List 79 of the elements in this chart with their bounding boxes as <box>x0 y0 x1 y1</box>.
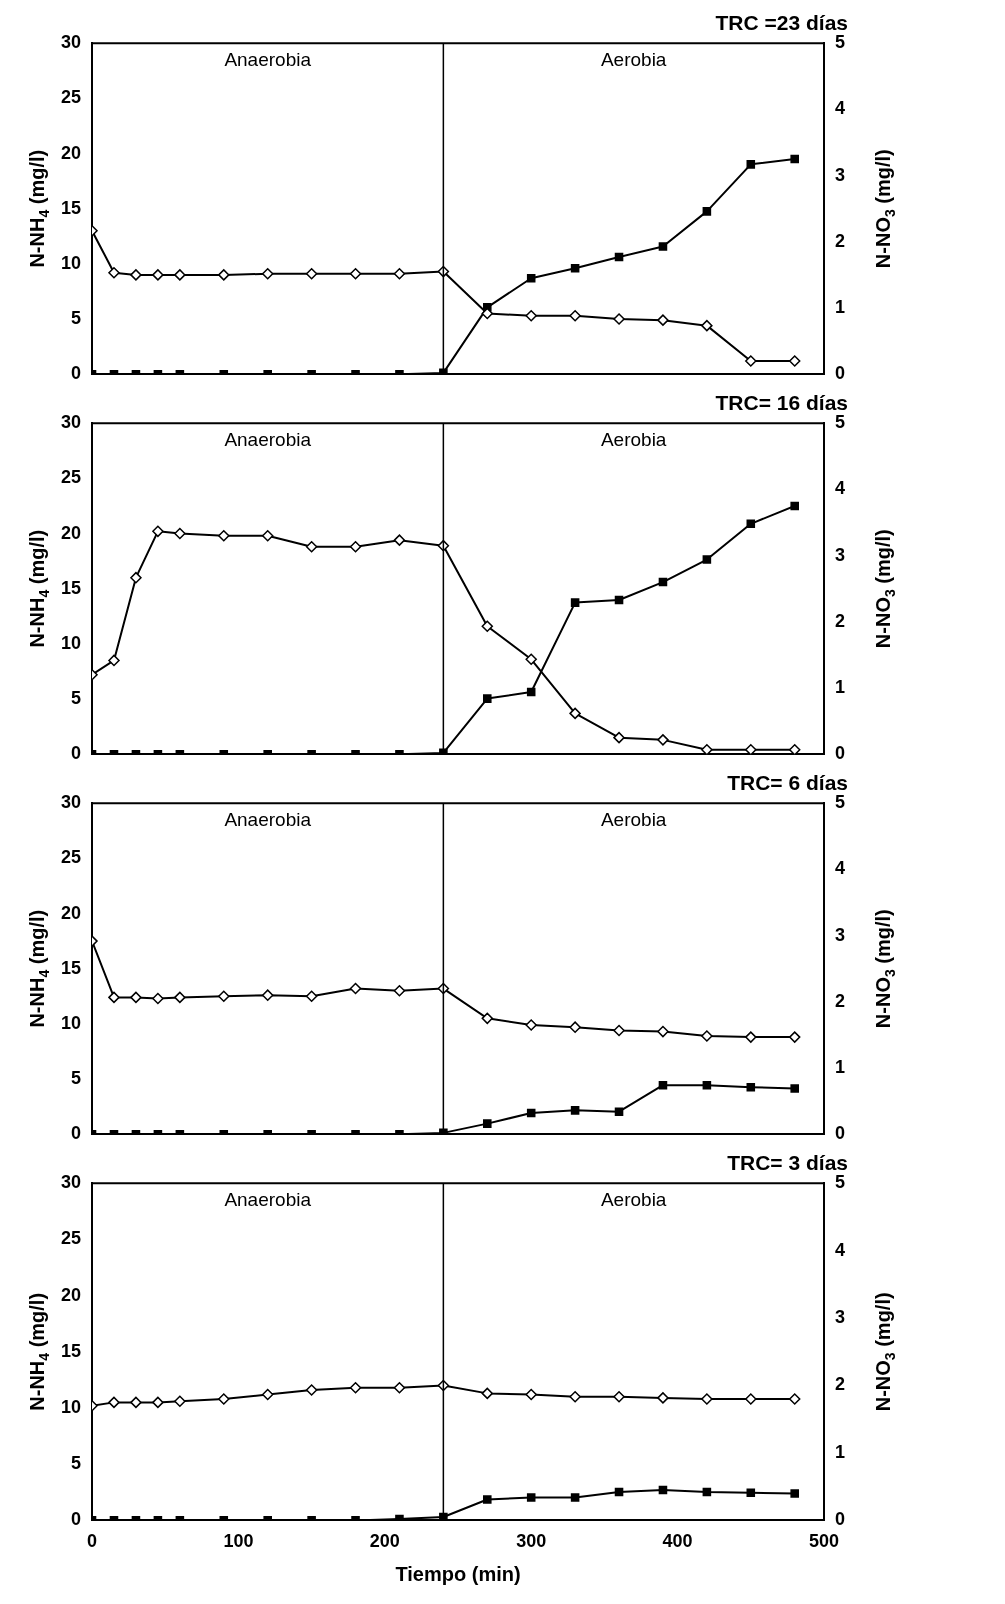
chart-title: TRC= 16 días <box>715 391 848 415</box>
y-tick-label: 20 <box>60 142 82 163</box>
y2-tick-label: 3 <box>834 164 845 185</box>
y2-tick-label: 5 <box>834 412 845 433</box>
y-tick-label: 25 <box>60 1228 82 1249</box>
x-tick-label: 400 <box>662 1531 693 1552</box>
x-tick-label: 300 <box>516 1531 547 1552</box>
y2-tick-label: 0 <box>834 1123 845 1144</box>
y-tick-label: 15 <box>60 197 82 218</box>
y-tick-label: 20 <box>60 902 82 923</box>
annotation: Aerobia <box>600 808 667 830</box>
y2-tick-label: 1 <box>834 1056 845 1077</box>
y-tick-label: 25 <box>60 467 82 488</box>
y2-tick-label: 4 <box>834 1239 845 1260</box>
y-axis-title: N-NH4 (mg/l) <box>25 909 52 1028</box>
y-tick-label: 0 <box>71 363 82 384</box>
y-tick-label: 10 <box>60 1012 82 1033</box>
y2-tick-label: 2 <box>834 990 845 1011</box>
annotation: Anaerobia <box>224 808 312 830</box>
y-tick-label: 5 <box>71 1068 82 1088</box>
y2-axis-title: N-NO3 (mg/l) <box>871 149 898 269</box>
y-tick-label: 5 <box>71 688 82 708</box>
y2-axis-title: N-NO3 (mg/l) <box>871 529 898 649</box>
y-tick-label: 30 <box>60 792 82 813</box>
y-tick-label: 0 <box>71 743 82 764</box>
y2-tick-label: 0 <box>834 363 845 384</box>
annotation: Anaerobia <box>224 48 312 70</box>
y2-tick-label: 4 <box>834 478 845 499</box>
annotation: Anaerobia <box>224 428 312 450</box>
y-tick-label: 20 <box>60 522 82 543</box>
y2-tick-label: 5 <box>834 1172 845 1193</box>
x-tick-label: 200 <box>369 1531 400 1552</box>
y-tick-label: 30 <box>60 32 82 53</box>
x-tick-label: 0 <box>87 1531 98 1552</box>
y2-tick-label: 1 <box>834 296 845 317</box>
y-tick-label: 25 <box>60 847 82 868</box>
y-tick-label: 15 <box>60 957 82 978</box>
y2-tick-label: 5 <box>834 792 845 813</box>
y2-tick-label: 4 <box>834 98 845 119</box>
chart-title: TRC =23 días <box>715 11 848 35</box>
chart-title: TRC= 3 días <box>727 1151 848 1175</box>
y-axis-title: N-NH4 (mg/l) <box>25 1292 52 1411</box>
y-axis-title: N-NH4 (mg/l) <box>25 529 52 648</box>
y2-tick-label: 2 <box>834 230 845 251</box>
y2-axis-title: N-NO3 (mg/l) <box>871 1292 898 1412</box>
y2-axis-title: N-NO3 (mg/l) <box>871 909 898 1029</box>
annotation: Anaerobia <box>224 1188 312 1210</box>
y2-tick-label: 0 <box>834 1509 845 1530</box>
x-axis-title: Tiempo (min) <box>395 1562 521 1585</box>
chart-title: TRC= 6 días <box>727 771 848 795</box>
y2-tick-label: 1 <box>834 1441 845 1462</box>
y2-tick-label: 2 <box>834 1374 845 1395</box>
y-axis-title: N-NH4 (mg/l) <box>25 149 52 268</box>
y2-tick-label: 3 <box>834 924 845 945</box>
y-tick-label: 15 <box>60 577 82 598</box>
y2-tick-label: 5 <box>834 32 845 53</box>
y-tick-label: 0 <box>71 1123 82 1144</box>
annotation: Aerobia <box>600 428 667 450</box>
y2-tick-label: 0 <box>834 743 845 764</box>
y2-tick-label: 2 <box>834 610 845 631</box>
y2-tick-label: 3 <box>834 1307 845 1328</box>
y2-tick-label: 1 <box>834 676 845 697</box>
y-tick-label: 20 <box>60 1284 82 1305</box>
x-tick-label: 500 <box>808 1531 840 1552</box>
y-tick-label: 10 <box>60 1396 82 1417</box>
y-tick-label: 25 <box>60 87 82 108</box>
y-tick-label: 15 <box>60 1340 82 1361</box>
y-tick-label: 10 <box>60 252 82 273</box>
y2-tick-label: 3 <box>834 544 845 565</box>
y-tick-label: 30 <box>60 412 82 433</box>
annotation: Aerobia <box>600 1188 667 1210</box>
annotation: Aerobia <box>600 48 667 70</box>
y-tick-label: 10 <box>60 632 82 653</box>
y-tick-label: 5 <box>71 1453 82 1474</box>
x-tick-label: 100 <box>223 1531 254 1552</box>
y-tick-label: 5 <box>71 308 82 328</box>
y-tick-label: 0 <box>71 1509 82 1530</box>
y2-tick-label: 4 <box>834 858 845 879</box>
y-tick-label: 30 <box>60 1172 82 1193</box>
